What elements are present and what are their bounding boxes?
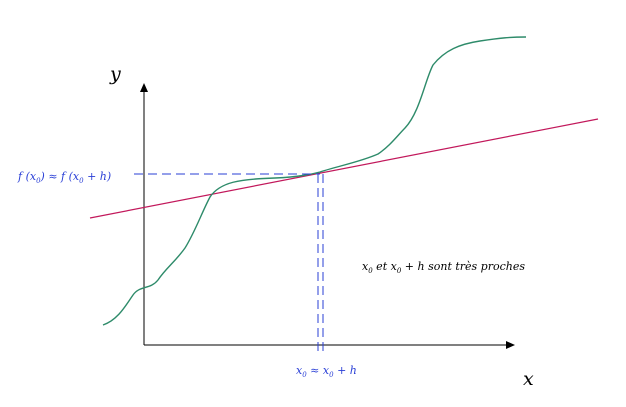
note-label: x0 et x0 + h sont très proches <box>362 260 525 275</box>
fx-label: f (x0) ≈ f (x0 + h) <box>17 170 111 185</box>
secant-line <box>89 118 599 219</box>
y-axis-label: y <box>109 63 121 85</box>
function-curve <box>102 36 527 326</box>
x0-label: x0 ≈ x0 + h <box>296 364 357 379</box>
x-axis-label: x <box>523 368 534 390</box>
